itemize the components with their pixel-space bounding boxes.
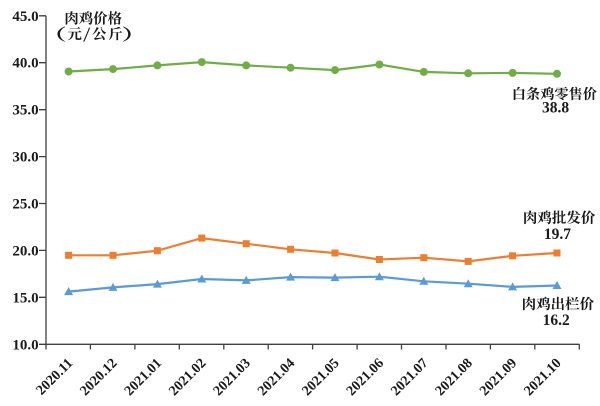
svg-text:40.0: 40.0 xyxy=(12,56,38,72)
svg-text:15.0: 15.0 xyxy=(12,290,38,306)
svg-text:25.0: 25.0 xyxy=(12,197,38,213)
svg-text:10.0: 10.0 xyxy=(12,337,38,353)
svg-text:16.2: 16.2 xyxy=(543,312,570,329)
svg-text:19.7: 19.7 xyxy=(544,226,571,243)
svg-text:20.0: 20.0 xyxy=(12,243,38,259)
svg-text:35.0: 35.0 xyxy=(12,103,38,119)
svg-text:45.0: 45.0 xyxy=(12,9,38,25)
svg-text:30.0: 30.0 xyxy=(12,150,38,166)
svg-text:38.8: 38.8 xyxy=(542,100,569,117)
